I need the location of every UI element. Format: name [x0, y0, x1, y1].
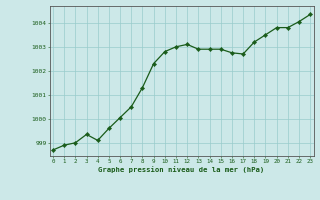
X-axis label: Graphe pression niveau de la mer (hPa): Graphe pression niveau de la mer (hPa)	[99, 166, 265, 173]
